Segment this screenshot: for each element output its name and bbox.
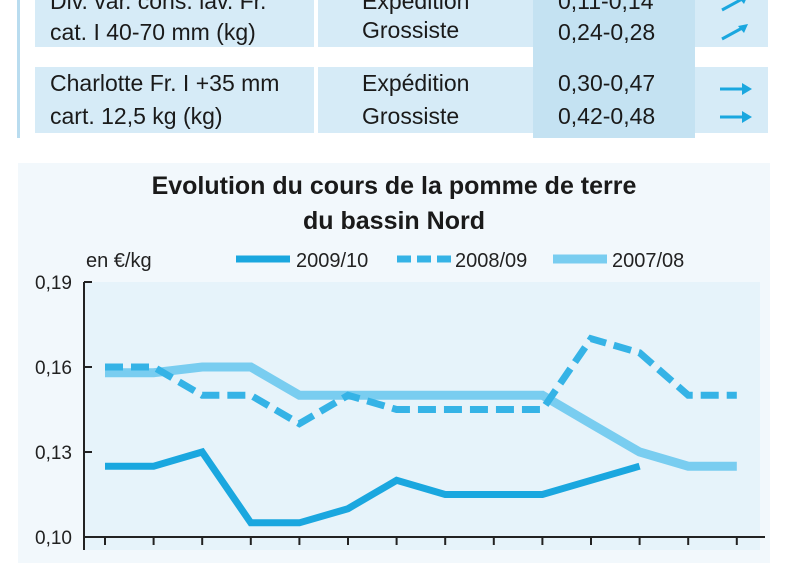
market-stage: Grossiste	[362, 17, 460, 43]
price-range: 0,24-0,28	[558, 19, 656, 45]
product-spec: cart. 12,5 kg (kg)	[50, 103, 223, 129]
up-right-arrow-icon	[721, 24, 748, 41]
product-name: Div. var. cons. lav. Fr.	[50, 0, 267, 14]
right-arrow-icon	[720, 111, 752, 123]
price-range: 0,30-0,47	[558, 70, 656, 96]
up-right-arrow-icon	[721, 0, 746, 12]
legend-label: 2008/09	[455, 250, 527, 272]
chart-subtitle: du bassin Nord	[303, 207, 485, 235]
product-spec: cat. I 40-70 mm (kg)	[50, 19, 256, 45]
series-line-2009-10	[105, 447, 641, 527]
price-range: 0,11-0,14	[558, 0, 654, 14]
legend-label: 2007/08	[612, 250, 684, 272]
market-stage: Expédition	[362, 0, 470, 14]
y-tick-label: 0,10	[35, 528, 72, 549]
chart-title: Evolution du cours de la pomme de terre	[151, 172, 637, 200]
series-line-2008-09	[105, 334, 737, 428]
series-line-2007-08	[105, 362, 737, 471]
price-range: 0,42-0,48	[558, 103, 656, 129]
price-column	[533, 0, 695, 138]
plot-area	[84, 282, 760, 550]
product-name: Charlotte Fr. I +35 mm	[50, 70, 280, 96]
line-chart: 0,19 0,16 0,13 0,10 en €/kg 2009/10 2008/09 20…	[35, 250, 765, 550]
y-tick-label: 0,13	[35, 443, 72, 464]
table-left-border	[17, 0, 20, 138]
market-stage: Grossiste	[362, 103, 460, 129]
market-stage: Expédition	[362, 70, 470, 96]
y-axis-label: en €/kg	[86, 250, 152, 272]
y-tick-label: 0,19	[35, 273, 72, 294]
right-arrow-icon	[720, 83, 752, 95]
price-table: Div. var. cons. lav. Fr. cat. I 40-70 mm…	[0, 0, 800, 150]
legend-label: 2009/10	[296, 250, 368, 272]
y-tick-label: 0,16	[35, 358, 72, 379]
